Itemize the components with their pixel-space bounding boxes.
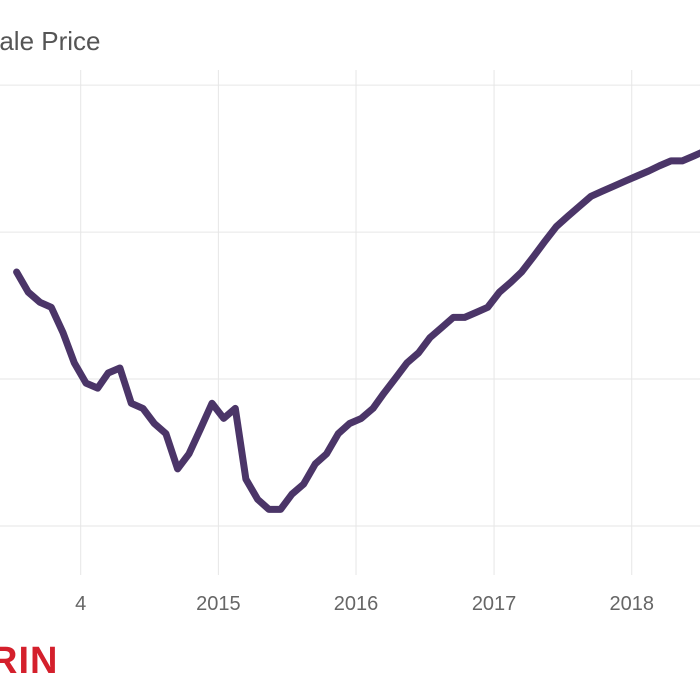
series-line: [13, 149, 700, 513]
x-tick-label: 2016: [334, 593, 379, 615]
series-group: [13, 149, 700, 513]
brand-logo: RIN: [0, 640, 59, 682]
gridlines: [0, 84, 700, 527]
x-tick-label: 4: [75, 593, 86, 615]
x-tick-label: 2017: [472, 593, 517, 615]
chart-title: Sale Price: [0, 26, 101, 56]
x-tick-label: 2015: [196, 593, 241, 615]
x-tick-label: 2018: [609, 593, 654, 615]
x-axis-ticks: 4 2015 2016 2017 2018: [75, 70, 654, 615]
